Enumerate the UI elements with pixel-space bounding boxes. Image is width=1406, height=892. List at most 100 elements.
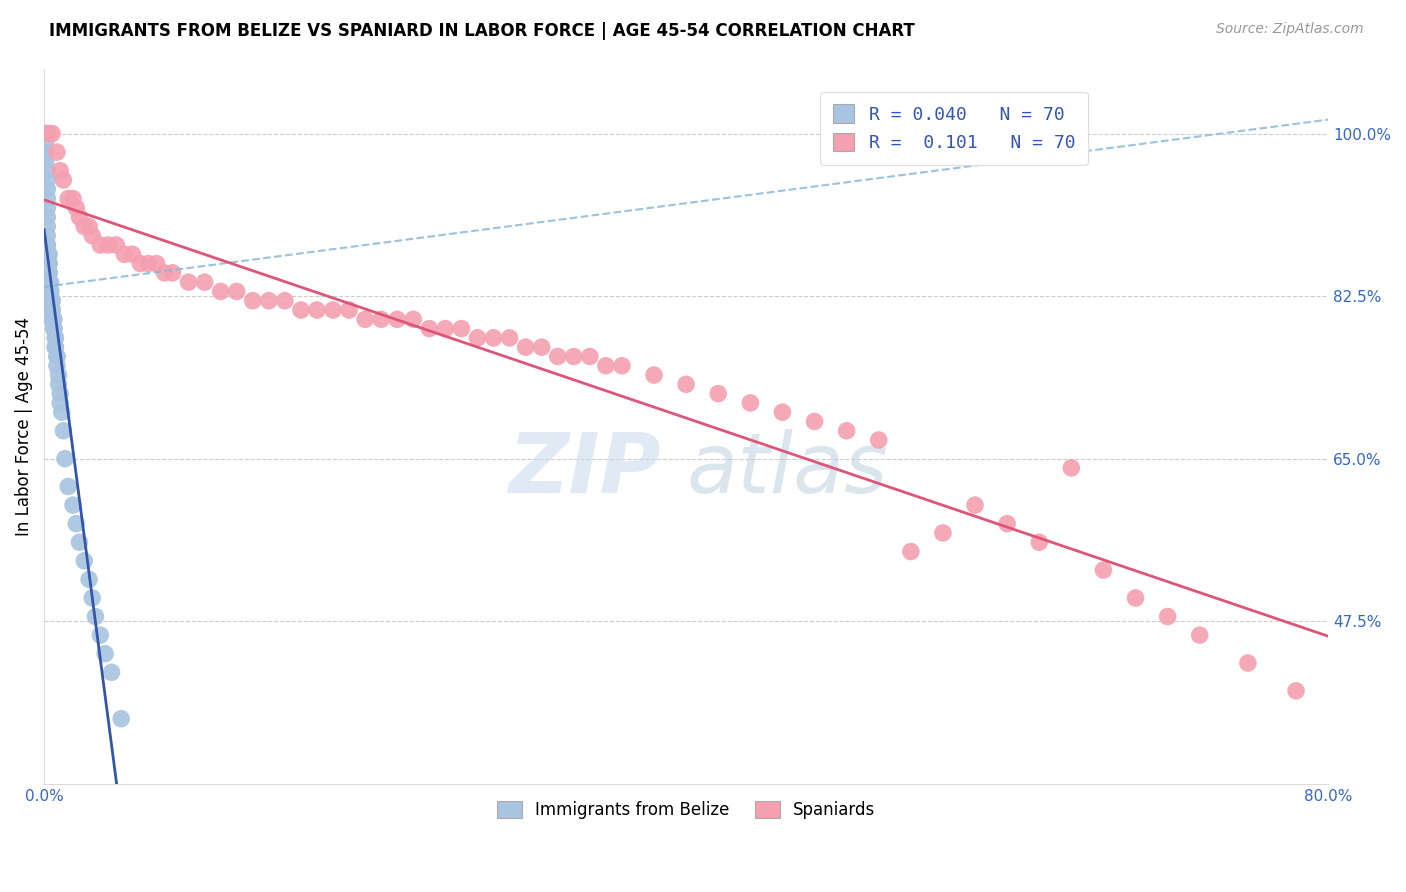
Point	[46, 350, 69, 364]
Point	[450, 321, 472, 335]
Point	[38, 266, 60, 280]
Point	[209, 285, 232, 299]
Point	[38, 275, 60, 289]
Point	[138, 256, 160, 270]
Point	[48, 368, 70, 382]
Point	[49, 163, 72, 178]
Point	[73, 554, 96, 568]
Point	[52, 424, 75, 438]
Point	[963, 498, 986, 512]
Point	[35, 154, 58, 169]
Point	[1125, 591, 1147, 605]
Point	[387, 312, 409, 326]
Point	[65, 201, 87, 215]
Point	[900, 544, 922, 558]
Point	[39, 293, 62, 308]
Point	[1060, 461, 1083, 475]
Point	[37, 163, 59, 178]
Point	[39, 293, 62, 308]
Point	[67, 535, 90, 549]
Point	[162, 266, 184, 280]
Point	[579, 350, 602, 364]
Point	[129, 256, 152, 270]
Point	[46, 350, 69, 364]
Point	[41, 312, 63, 326]
Point	[835, 424, 858, 438]
Point	[418, 321, 440, 335]
Point	[44, 340, 66, 354]
Point	[37, 173, 59, 187]
Point	[49, 386, 72, 401]
Point	[62, 192, 84, 206]
Point	[515, 340, 537, 354]
Text: ZIP: ZIP	[508, 428, 661, 509]
Point	[995, 516, 1018, 531]
Point	[82, 228, 104, 243]
Point	[89, 238, 111, 252]
Point	[42, 312, 65, 326]
Point	[97, 238, 120, 252]
Point	[100, 665, 122, 680]
Point	[42, 321, 65, 335]
Point	[41, 303, 63, 318]
Point	[290, 303, 312, 318]
Point	[121, 247, 143, 261]
Point	[1092, 563, 1115, 577]
Point	[370, 312, 392, 326]
Point	[105, 238, 128, 252]
Point	[37, 201, 59, 215]
Point	[242, 293, 264, 308]
Point	[35, 127, 58, 141]
Point	[42, 312, 65, 326]
Point	[41, 293, 63, 308]
Point	[434, 321, 457, 335]
Point	[322, 303, 344, 318]
Point	[73, 219, 96, 234]
Point	[562, 350, 585, 364]
Point	[65, 516, 87, 531]
Point	[803, 415, 825, 429]
Point	[37, 210, 59, 224]
Point	[42, 321, 65, 335]
Point	[467, 331, 489, 345]
Point	[225, 285, 247, 299]
Point	[44, 331, 66, 345]
Point	[1285, 683, 1308, 698]
Point	[1156, 609, 1178, 624]
Point	[38, 256, 60, 270]
Point	[39, 285, 62, 299]
Point	[38, 275, 60, 289]
Point	[595, 359, 617, 373]
Point	[67, 210, 90, 224]
Point	[41, 303, 63, 318]
Point	[44, 331, 66, 345]
Point	[145, 256, 167, 270]
Point	[932, 525, 955, 540]
Point	[257, 293, 280, 308]
Point	[38, 256, 60, 270]
Point	[84, 609, 107, 624]
Point	[77, 573, 100, 587]
Text: IMMIGRANTS FROM BELIZE VS SPANIARD IN LABOR FORCE | AGE 45-54 CORRELATION CHART: IMMIGRANTS FROM BELIZE VS SPANIARD IN LA…	[49, 22, 915, 40]
Y-axis label: In Labor Force | Age 45-54: In Labor Force | Age 45-54	[15, 317, 32, 535]
Point	[53, 451, 76, 466]
Point	[770, 405, 793, 419]
Point	[46, 359, 69, 373]
Point	[35, 145, 58, 160]
Point	[194, 275, 217, 289]
Point	[38, 266, 60, 280]
Point	[305, 303, 328, 318]
Point	[37, 182, 59, 196]
Point	[740, 396, 762, 410]
Point	[82, 591, 104, 605]
Point	[56, 192, 79, 206]
Point	[37, 192, 59, 206]
Point	[643, 368, 665, 382]
Point	[35, 127, 58, 141]
Point	[48, 377, 70, 392]
Point	[39, 285, 62, 299]
Point	[56, 479, 79, 493]
Point	[39, 285, 62, 299]
Point	[354, 312, 377, 326]
Point	[35, 136, 58, 150]
